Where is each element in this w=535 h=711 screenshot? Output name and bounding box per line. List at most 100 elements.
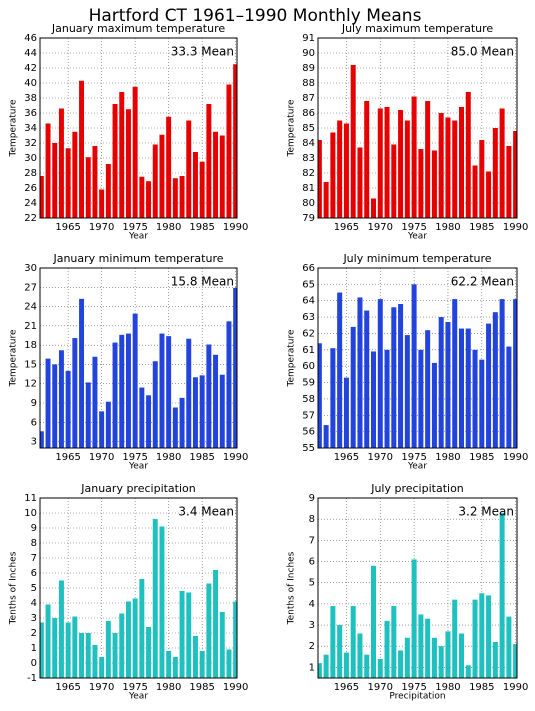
bar xyxy=(146,181,152,218)
bar xyxy=(105,401,111,448)
bar xyxy=(45,123,51,218)
bar xyxy=(52,364,58,448)
bar xyxy=(79,633,85,678)
plot-frame xyxy=(317,267,518,449)
bar xyxy=(513,644,517,678)
bar xyxy=(472,349,478,448)
bar xyxy=(384,349,390,448)
panel: January precipitation -1 0 1 2 3 4 5 6 7 8 9 10 11 196… xyxy=(9,482,249,702)
y-tick-label: 85 xyxy=(302,123,315,134)
bar xyxy=(398,650,404,678)
bar xyxy=(199,161,205,218)
bar xyxy=(105,621,111,678)
annotation: 33.3 Mean xyxy=(171,45,234,59)
plot-frame xyxy=(39,267,238,449)
y-tick-label: 89 xyxy=(302,63,315,74)
bar xyxy=(45,604,51,678)
bar xyxy=(465,92,471,218)
bar xyxy=(506,346,512,448)
bar xyxy=(99,411,105,448)
bar xyxy=(513,131,517,218)
bar xyxy=(418,149,424,218)
x-tick-label: 1965 xyxy=(55,682,80,693)
x-tick-label: 1990 xyxy=(503,682,528,693)
y-axis-label: Temperature xyxy=(287,329,297,387)
y-tick-label: 12 xyxy=(24,379,37,390)
bar xyxy=(199,651,205,678)
x-tick-label: 1965 xyxy=(55,452,80,463)
bar xyxy=(233,64,237,218)
bar xyxy=(391,307,397,448)
bar xyxy=(323,182,329,218)
bar xyxy=(486,323,492,448)
y-tick-label: 3 xyxy=(309,620,315,631)
bar xyxy=(79,80,85,218)
panel-title: July maximum temperature xyxy=(341,22,494,35)
x-tick-label: 1975 xyxy=(401,682,426,693)
plot-frame xyxy=(39,497,238,679)
bar xyxy=(330,606,336,678)
bar xyxy=(139,387,145,448)
x-tick-label: 1980 xyxy=(435,222,460,233)
bar xyxy=(139,579,145,678)
plot-frame xyxy=(317,37,518,219)
bar xyxy=(58,580,64,678)
bar xyxy=(72,338,78,448)
bar xyxy=(357,147,363,218)
x-tick-label: 1975 xyxy=(401,222,426,233)
plot-frame xyxy=(39,37,238,219)
bar xyxy=(206,583,212,678)
bar xyxy=(166,651,172,678)
bar xyxy=(45,358,51,448)
bar xyxy=(486,171,492,218)
y-axis-label: Tenths of Inches xyxy=(9,551,19,625)
bar xyxy=(58,108,64,218)
x-tick-label: 1970 xyxy=(368,682,393,693)
annotation: 3.2 Mean xyxy=(458,505,514,519)
y-tick-label: 66 xyxy=(302,263,315,274)
bar xyxy=(58,350,64,448)
bar xyxy=(411,284,417,448)
bar xyxy=(411,559,417,678)
bar xyxy=(458,107,465,218)
annotation: 15.8 Mean xyxy=(171,275,234,289)
bar xyxy=(152,519,158,678)
bar xyxy=(92,146,98,218)
bar xyxy=(452,599,458,678)
y-tick-label: 5 xyxy=(31,583,37,594)
bar xyxy=(119,334,125,448)
bar xyxy=(364,310,370,448)
y-tick-label: 3 xyxy=(31,613,37,624)
y-tick-label: 1 xyxy=(309,662,315,673)
bar xyxy=(452,299,458,448)
bar xyxy=(119,92,125,218)
y-tick-label: 2 xyxy=(309,641,315,652)
bar xyxy=(186,338,192,448)
y-tick-label: 32 xyxy=(24,138,37,149)
bar xyxy=(465,665,471,678)
y-tick-label: 3 xyxy=(31,437,37,448)
bar xyxy=(350,65,356,218)
x-tick-label: 1965 xyxy=(334,222,359,233)
y-tick-label: 63 xyxy=(302,312,315,323)
bar xyxy=(186,120,192,218)
panel: January maximum temperature 22 24 26 28 30 32 3… xyxy=(9,22,249,242)
x-tick-label: 1970 xyxy=(368,222,393,233)
annotation: 62.2 Mean xyxy=(451,275,514,289)
panel-title: January maximum temperature xyxy=(51,22,225,35)
y-tick-label: 57 xyxy=(302,410,315,421)
y-tick-label: 9 xyxy=(309,493,315,504)
bar xyxy=(40,176,44,218)
bar xyxy=(85,382,91,448)
bar xyxy=(438,317,444,448)
y-tick-label: 64 xyxy=(302,296,315,307)
y-tick-label: -1 xyxy=(27,673,37,684)
y-tick-label: 11 xyxy=(24,493,37,504)
bar xyxy=(472,165,478,218)
bar xyxy=(219,135,225,218)
y-tick-label: 59 xyxy=(302,378,315,389)
bar xyxy=(159,333,165,448)
y-tick-label: 6 xyxy=(31,417,37,428)
bar xyxy=(172,657,178,678)
x-tick-label: 1970 xyxy=(368,452,393,463)
